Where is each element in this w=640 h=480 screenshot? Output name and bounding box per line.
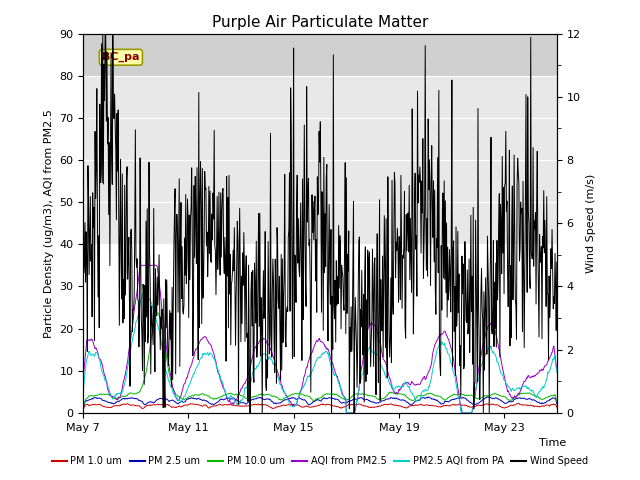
Text: BC_pa: BC_pa: [102, 52, 140, 62]
Y-axis label: Wind Speed (m/s): Wind Speed (m/s): [586, 174, 596, 273]
Title: Purple Air Particulate Matter: Purple Air Particulate Matter: [212, 15, 428, 30]
Bar: [83, 34, 557, 76]
X-axis label: Time: Time: [539, 438, 566, 448]
Bar: [83, 76, 557, 244]
Legend: PM 1.0 um, PM 2.5 um, PM 10.0 um, AQI from PM2.5, PM2.5 AQI from PA, Wind Speed: PM 1.0 um, PM 2.5 um, PM 10.0 um, AQI fr…: [48, 453, 592, 470]
Y-axis label: Particle Density (ug/m3), AQI from PM2.5: Particle Density (ug/m3), AQI from PM2.5: [44, 109, 54, 337]
